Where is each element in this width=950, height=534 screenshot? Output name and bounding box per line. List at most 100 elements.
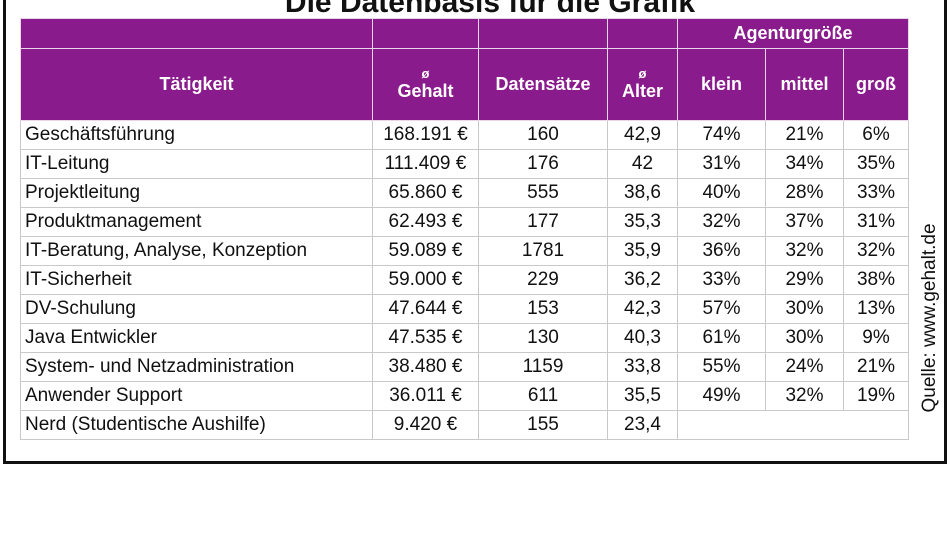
- cell: 13%: [843, 294, 909, 324]
- cell: 36.011 €: [372, 381, 479, 411]
- group-header-row: Agenturgröße: [20, 18, 909, 49]
- row-label: IT-Sicherheit: [20, 265, 373, 295]
- cell: 62.493 €: [372, 207, 479, 237]
- cell: 42,3: [607, 294, 678, 324]
- cell: 9%: [843, 323, 909, 353]
- cell: 59.089 €: [372, 236, 479, 266]
- cell: 6%: [843, 120, 909, 150]
- cell: 36,2: [607, 265, 678, 295]
- cell: 35%: [843, 149, 909, 179]
- cell: 35,3: [607, 207, 678, 237]
- cell: 47.644 €: [372, 294, 479, 324]
- column-header: ø Gehalt: [372, 48, 479, 121]
- frame: [3, 0, 947, 464]
- cell: 611: [478, 381, 608, 411]
- cell: 34%: [765, 149, 844, 179]
- cell: 229: [478, 265, 608, 295]
- cell: 42,9: [607, 120, 678, 150]
- cell: 1781: [478, 236, 608, 266]
- group-header: Agenturgröße: [677, 18, 909, 49]
- cell: 177: [478, 207, 608, 237]
- cell: 35,5: [607, 381, 678, 411]
- table-row: IT-Sicherheit 59.000 €229 36,2 33% 29% 38%: [20, 265, 909, 295]
- cell: 49%: [677, 381, 766, 411]
- table-row: System- und Netzadministration 38.480 €11…: [20, 352, 909, 382]
- cell: 33%: [843, 178, 909, 208]
- cell: 38%: [843, 265, 909, 295]
- cell: 168.191 €: [372, 120, 479, 150]
- cell: 21%: [843, 352, 909, 382]
- data-table: Agenturgröße Tätigkeit ø Gehalt Datensätze ø…: [20, 18, 909, 440]
- cell: 31%: [677, 149, 766, 179]
- cell: 55%: [677, 352, 766, 382]
- table-row: Projektleitung 65.860 €555 38,6 40% 28% 33%: [20, 178, 909, 208]
- cell: 32%: [765, 236, 844, 266]
- cell: 176: [478, 149, 608, 179]
- row-label: System- und Netzadministration: [20, 352, 373, 382]
- cell: 40,3: [607, 323, 678, 353]
- cell: 36%: [677, 236, 766, 266]
- title: Die Datenbasis für die Grafik: [284, 0, 696, 19]
- table-row: DV-Schulung 47.644 €153 42,3 57% 30% 13%: [20, 294, 909, 324]
- cell: 153: [478, 294, 608, 324]
- cell: 47.535 €: [372, 323, 479, 353]
- empty-cell: [677, 410, 909, 440]
- column-header-row: Tätigkeit ø Gehalt Datensätze ø Alter klein mit…: [20, 48, 909, 121]
- column-header: Tätigkeit: [20, 48, 373, 121]
- cell: 38.480 €: [372, 352, 479, 382]
- source: Quelle: www.gehalt.de: [919, 223, 940, 413]
- header-symbol: ø: [421, 66, 430, 81]
- header-label: groß: [856, 74, 896, 94]
- header-label: klein: [700, 74, 743, 94]
- header-label: Alter: [621, 81, 663, 101]
- table-row: Anwender Support 36.011 €611 35,5 49% 32% 19%: [20, 381, 909, 411]
- cell: 65.860 €: [372, 178, 479, 208]
- cell: 9.420 €: [372, 410, 479, 440]
- header-cell: [20, 18, 373, 49]
- cell: 1159: [478, 352, 608, 382]
- header-symbol: ø: [638, 66, 647, 81]
- cell: 28%: [765, 178, 844, 208]
- header-cell: [478, 18, 608, 49]
- column-header: groß: [843, 48, 909, 121]
- cell: 21%: [765, 120, 844, 150]
- header-cell: [372, 18, 479, 49]
- table-row: IT-Leitung 111.409 €176 42 31% 34% 35%: [20, 149, 909, 179]
- cell: 24%: [765, 352, 844, 382]
- row-label: IT-Leitung: [20, 149, 373, 179]
- cell: 111.409 €: [372, 149, 479, 179]
- table-row: Geschäftsführung 168.191 €160 42,9 74% 21% 6%: [20, 120, 909, 150]
- cell: 38,6: [607, 178, 678, 208]
- table-row: IT-Beratung, Analyse, Konzeption 59.089 €…: [20, 236, 909, 266]
- table-row: Nerd (Studentische Aushilfe) 9.420 €155 23…: [20, 410, 909, 440]
- cell: 30%: [765, 323, 844, 353]
- cell: 33%: [677, 265, 766, 295]
- cell: 155: [478, 410, 608, 440]
- cell: 33,8: [607, 352, 678, 382]
- row-label: Geschäftsführung: [20, 120, 373, 150]
- cell: 35,9: [607, 236, 678, 266]
- cell: 160: [478, 120, 608, 150]
- cell: 59.000 €: [372, 265, 479, 295]
- header-label: Tätigkeit: [159, 74, 234, 94]
- cell: 57%: [677, 294, 766, 324]
- cell: 74%: [677, 120, 766, 150]
- row-label: Projektleitung: [20, 178, 373, 208]
- cell: 30%: [765, 294, 844, 324]
- cell: 31%: [843, 207, 909, 237]
- header-label: mittel: [780, 74, 829, 94]
- cell: 130: [478, 323, 608, 353]
- cell: 32%: [765, 381, 844, 411]
- cell: 19%: [843, 381, 909, 411]
- row-label: Nerd (Studentische Aushilfe): [20, 410, 373, 440]
- row-label: Produktmanagement: [20, 207, 373, 237]
- row-label: Java Entwickler: [20, 323, 373, 353]
- row-label: Anwender Support: [20, 381, 373, 411]
- cell: 40%: [677, 178, 766, 208]
- cell: 32%: [677, 207, 766, 237]
- cell: 37%: [765, 207, 844, 237]
- table-row: Produktmanagement 62.493 €177 35,3 32% 37% 31…: [20, 207, 909, 237]
- cell: 42: [607, 149, 678, 179]
- table-row: Java Entwickler 47.535 €130 40,3 61% 30% 9%: [20, 323, 909, 353]
